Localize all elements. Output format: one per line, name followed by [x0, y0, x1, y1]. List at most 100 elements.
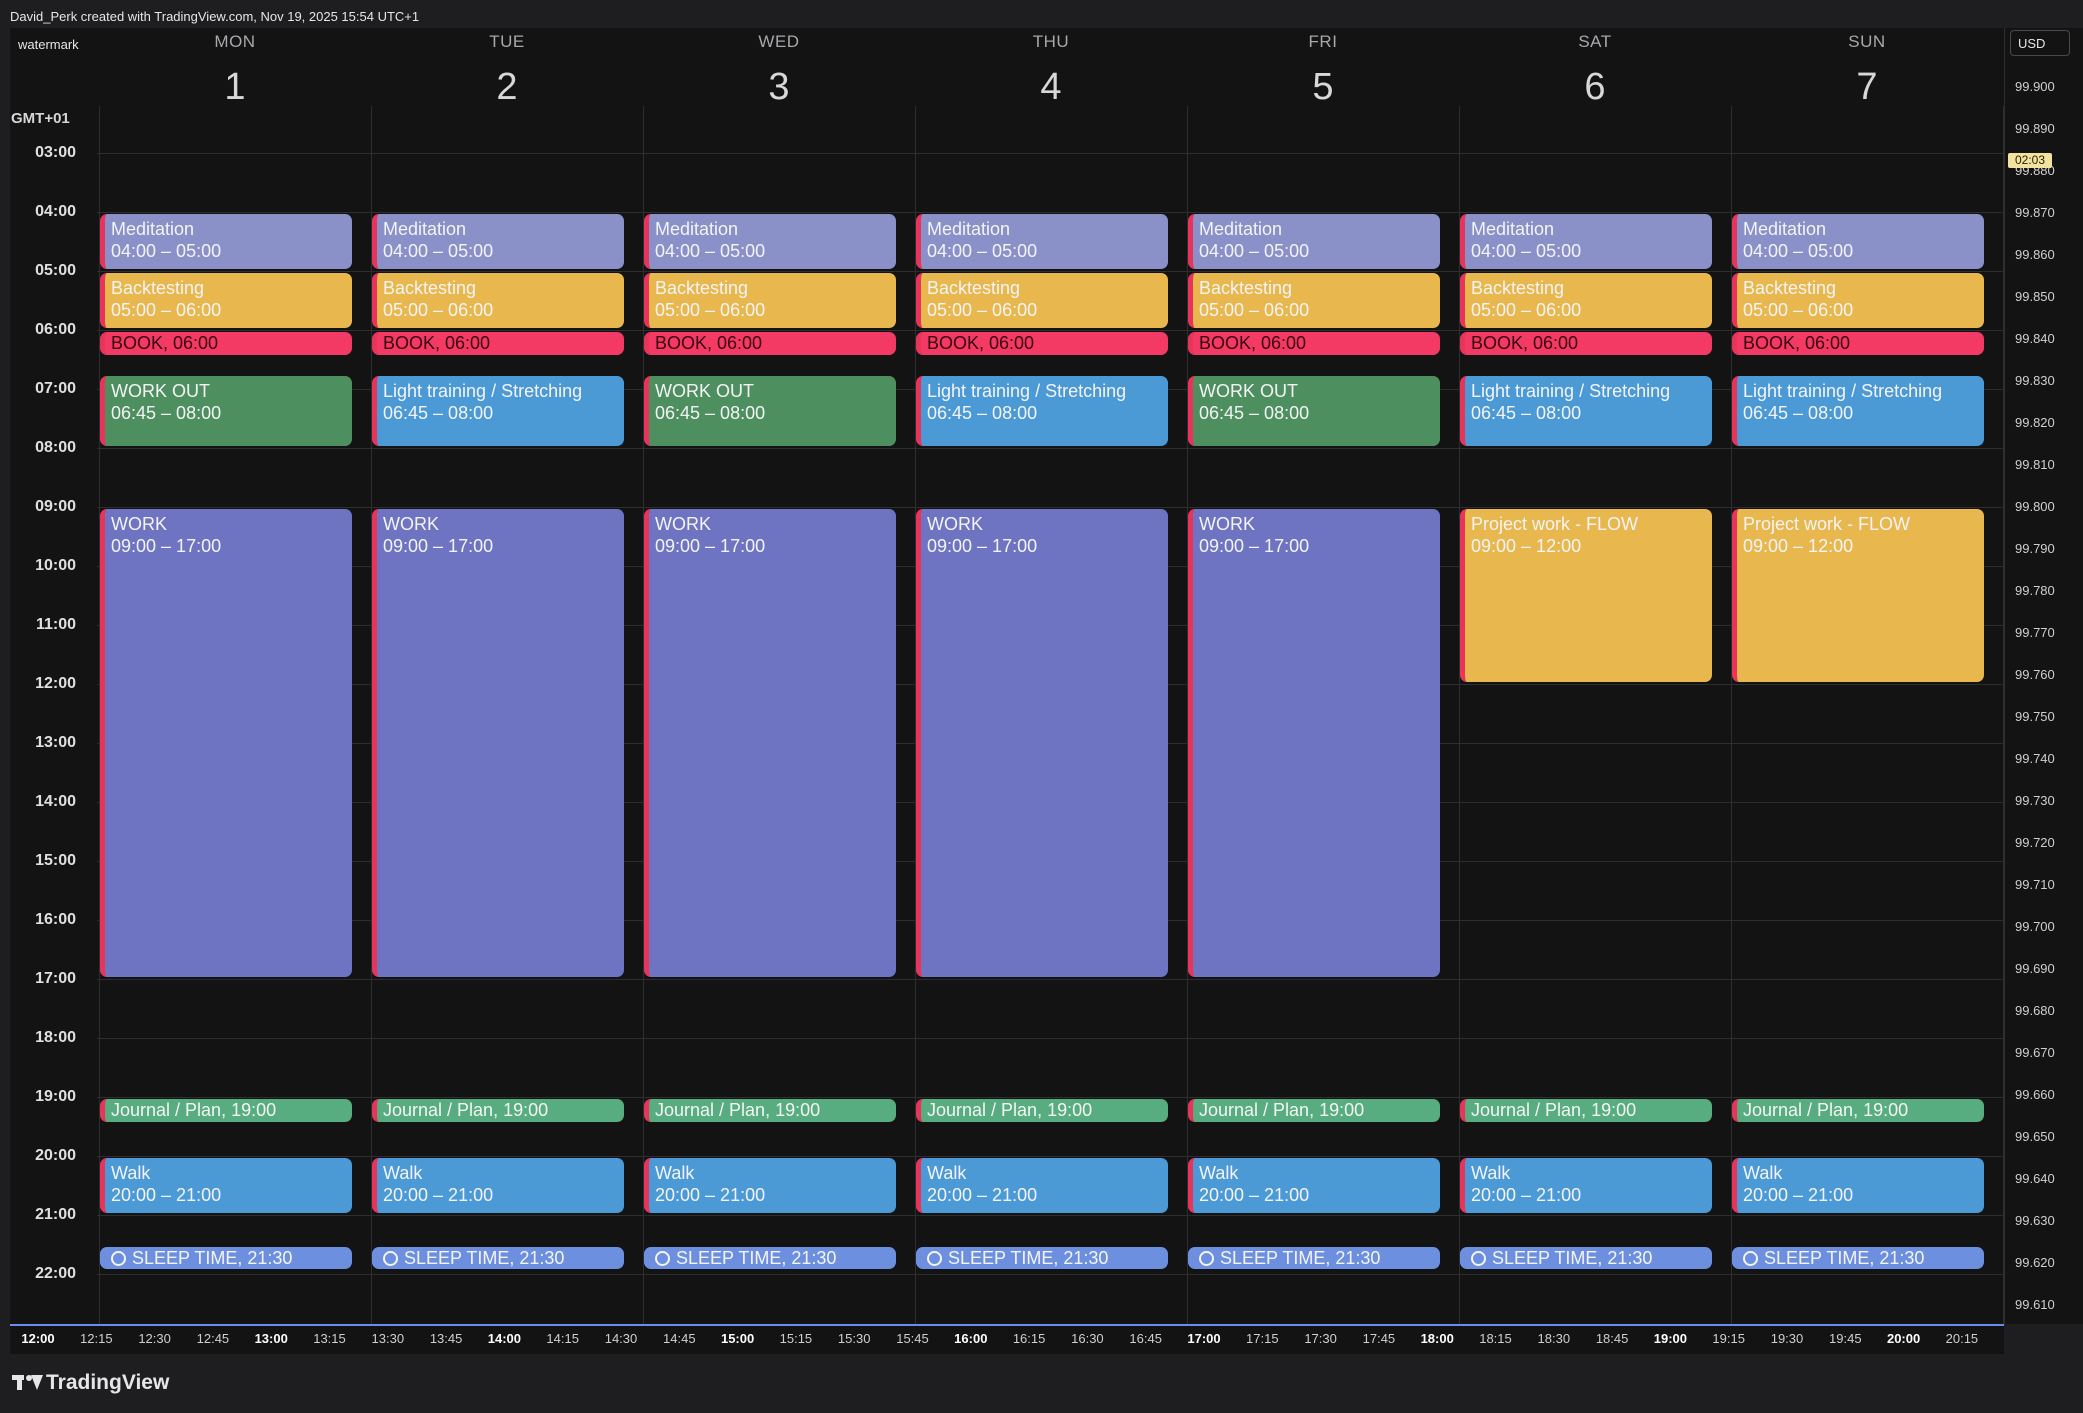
circle-icon — [1471, 1250, 1486, 1266]
event-backtesting[interactable]: Backtesting 05:00 – 06:00 — [1732, 273, 1984, 328]
day-number-sat: 6 — [1584, 66, 1606, 108]
event-work-out[interactable]: WORK OUT 06:45 – 08:00 — [1188, 376, 1440, 446]
event-walk[interactable]: Walk 20:00 – 21:00 — [1188, 1158, 1440, 1213]
time-axis[interactable] — [10, 1324, 2004, 1354]
event-backtesting[interactable]: Backtesting 05:00 – 06:00 — [100, 273, 352, 328]
event-title: Meditation — [111, 219, 195, 239]
event-meditation[interactable]: Meditation 04:00 – 05:00 — [1188, 214, 1440, 269]
event-meditation[interactable]: Meditation 04:00 – 05:00 — [372, 214, 624, 269]
event-work-out[interactable]: WORK OUT 06:45 – 08:00 — [644, 376, 896, 446]
event-work[interactable]: WORK 09:00 – 17:00 — [372, 509, 624, 977]
hour-gridline — [97, 448, 2004, 449]
hour-label: 13:00 — [35, 734, 76, 751]
time-tick-label: 17:45 — [1362, 1331, 1396, 1346]
event-time-range: 04:00 – 05:00 — [1199, 241, 1310, 261]
event-title: Project work - FLOW — [1471, 514, 1639, 534]
event-sleep-time-21-30[interactable]: SLEEP TIME, 21:30 — [1188, 1246, 1440, 1270]
event-sleep-time-21-30[interactable]: SLEEP TIME, 21:30 — [372, 1246, 624, 1270]
event-light-training-stretching[interactable]: Light training / Stretching 06:45 – 08:00 — [1732, 376, 1984, 446]
hour-label: 06:00 — [35, 321, 76, 338]
event-sleep-time-21-30[interactable]: SLEEP TIME, 21:30 — [916, 1246, 1168, 1270]
price-label: 99.820 — [2015, 415, 2055, 430]
event-journal-plan-19-00[interactable]: Journal / Plan, 19:00 — [372, 1099, 624, 1122]
event-project-work-flow[interactable]: Project work - FLOW 09:00 – 12:00 — [1460, 509, 1712, 682]
event-time-range: 09:00 – 17:00 — [383, 536, 494, 556]
event-title: BOOK, 06:00 — [1471, 333, 1579, 353]
event-journal-plan-19-00[interactable]: Journal / Plan, 19:00 — [100, 1099, 352, 1122]
hour-gridline — [97, 271, 2004, 272]
event-walk[interactable]: Walk 20:00 – 21:00 — [1460, 1158, 1712, 1213]
event-sleep-time-21-30[interactable]: SLEEP TIME, 21:30 — [100, 1246, 352, 1270]
event-journal-plan-19-00[interactable]: Journal / Plan, 19:00 — [1732, 1099, 1984, 1122]
event-book-06-00[interactable]: BOOK, 06:00 — [644, 332, 896, 355]
event-book-06-00[interactable]: BOOK, 06:00 — [1732, 332, 1984, 355]
event-title: Project work - FLOW — [1743, 514, 1911, 534]
event-walk[interactable]: Walk 20:00 – 21:00 — [644, 1158, 896, 1213]
event-backtesting[interactable]: Backtesting 05:00 – 06:00 — [644, 273, 896, 328]
tradingview-logo-icon — [12, 1373, 43, 1391]
time-tick-label: 19:30 — [1770, 1331, 1804, 1346]
event-work[interactable]: WORK 09:00 – 17:00 — [1188, 509, 1440, 977]
event-sleep-time-21-30[interactable]: SLEEP TIME, 21:30 — [1460, 1246, 1712, 1270]
time-tick-label: 15:00 — [720, 1331, 755, 1346]
event-walk[interactable]: Walk 20:00 – 21:00 — [372, 1158, 624, 1213]
event-walk[interactable]: Walk 20:00 – 21:00 — [100, 1158, 352, 1213]
event-sleep-time-21-30[interactable]: SLEEP TIME, 21:30 — [1732, 1246, 1984, 1270]
event-title: BOOK, 06:00 — [927, 333, 1035, 353]
event-book-06-00[interactable]: BOOK, 06:00 — [916, 332, 1168, 355]
event-time-range: 04:00 – 05:00 — [111, 241, 222, 261]
price-axis[interactable] — [2004, 28, 2083, 1324]
event-work[interactable]: WORK 09:00 – 17:00 — [916, 509, 1168, 977]
event-title: SLEEP TIME, 21:30 — [655, 1247, 836, 1270]
event-journal-plan-19-00[interactable]: Journal / Plan, 19:00 — [916, 1099, 1168, 1122]
event-journal-plan-19-00[interactable]: Journal / Plan, 19:00 — [1460, 1099, 1712, 1122]
event-light-training-stretching[interactable]: Light training / Stretching 06:45 – 08:00 — [372, 376, 624, 446]
event-time-range: 05:00 – 06:00 — [111, 300, 222, 320]
event-title: Journal / Plan, 19:00 — [1199, 1100, 1365, 1120]
event-book-06-00[interactable]: BOOK, 06:00 — [1188, 332, 1440, 355]
event-book-06-00[interactable]: BOOK, 06:00 — [372, 332, 624, 355]
event-backtesting[interactable]: Backtesting 05:00 – 06:00 — [916, 273, 1168, 328]
event-time-range: 09:00 – 12:00 — [1471, 536, 1582, 556]
event-title: Walk — [927, 1163, 967, 1183]
event-book-06-00[interactable]: BOOK, 06:00 — [1460, 332, 1712, 355]
event-backtesting[interactable]: Backtesting 05:00 – 06:00 — [1188, 273, 1440, 328]
event-sleep-time-21-30[interactable]: SLEEP TIME, 21:30 — [644, 1246, 896, 1270]
event-title: Walk — [383, 1163, 423, 1183]
event-title: Light training / Stretching — [927, 381, 1127, 402]
event-walk[interactable]: Walk 20:00 – 21:00 — [916, 1158, 1168, 1213]
price-label: 99.680 — [2015, 1003, 2055, 1018]
event-work-out[interactable]: WORK OUT 06:45 – 08:00 — [100, 376, 352, 446]
event-work[interactable]: WORK 09:00 – 17:00 — [644, 509, 896, 977]
event-project-work-flow[interactable]: Project work - FLOW 09:00 – 12:00 — [1732, 509, 1984, 682]
day-name-sun: SUN — [1848, 32, 1886, 51]
event-backtesting[interactable]: Backtesting 05:00 – 06:00 — [1460, 273, 1712, 328]
hour-gridline — [97, 330, 2004, 331]
day-number-fri: 5 — [1312, 66, 1334, 108]
event-title: Backtesting — [111, 278, 205, 298]
event-meditation[interactable]: Meditation 04:00 – 05:00 — [644, 214, 896, 269]
event-journal-plan-19-00[interactable]: Journal / Plan, 19:00 — [1188, 1099, 1440, 1122]
day-separator — [371, 106, 372, 1324]
price-label: 99.860 — [2015, 247, 2055, 262]
event-meditation[interactable]: Meditation 04:00 – 05:00 — [916, 214, 1168, 269]
event-time-range: 09:00 – 17:00 — [1199, 536, 1310, 556]
tradingview-logo[interactable]: TradingView — [12, 1371, 169, 1395]
event-meditation[interactable]: Meditation 04:00 – 05:00 — [1460, 214, 1712, 269]
hour-label: 09:00 — [35, 498, 76, 515]
event-work[interactable]: WORK 09:00 – 17:00 — [100, 509, 352, 977]
day-name-fri: FRI — [1308, 32, 1338, 51]
event-book-06-00[interactable]: BOOK, 06:00 — [100, 332, 352, 355]
event-light-training-stretching[interactable]: Light training / Stretching 06:45 – 08:00 — [1460, 376, 1712, 446]
event-light-training-stretching[interactable]: Light training / Stretching 06:45 – 08:00 — [916, 376, 1168, 446]
event-journal-plan-19-00[interactable]: Journal / Plan, 19:00 — [644, 1099, 896, 1122]
event-meditation[interactable]: Meditation 04:00 – 05:00 — [1732, 214, 1984, 269]
event-title-text: SLEEP TIME, 21:30 — [1764, 1247, 1925, 1268]
currency-button[interactable]: USD — [2010, 30, 2070, 56]
event-walk[interactable]: Walk 20:00 – 21:00 — [1732, 1158, 1984, 1213]
event-backtesting[interactable]: Backtesting 05:00 – 06:00 — [372, 273, 624, 328]
event-time-range: 05:00 – 06:00 — [655, 300, 766, 320]
event-meditation[interactable]: Meditation 04:00 – 05:00 — [100, 214, 352, 269]
day-number-wed: 3 — [768, 66, 790, 108]
event-title: SLEEP TIME, 21:30 — [111, 1247, 292, 1270]
